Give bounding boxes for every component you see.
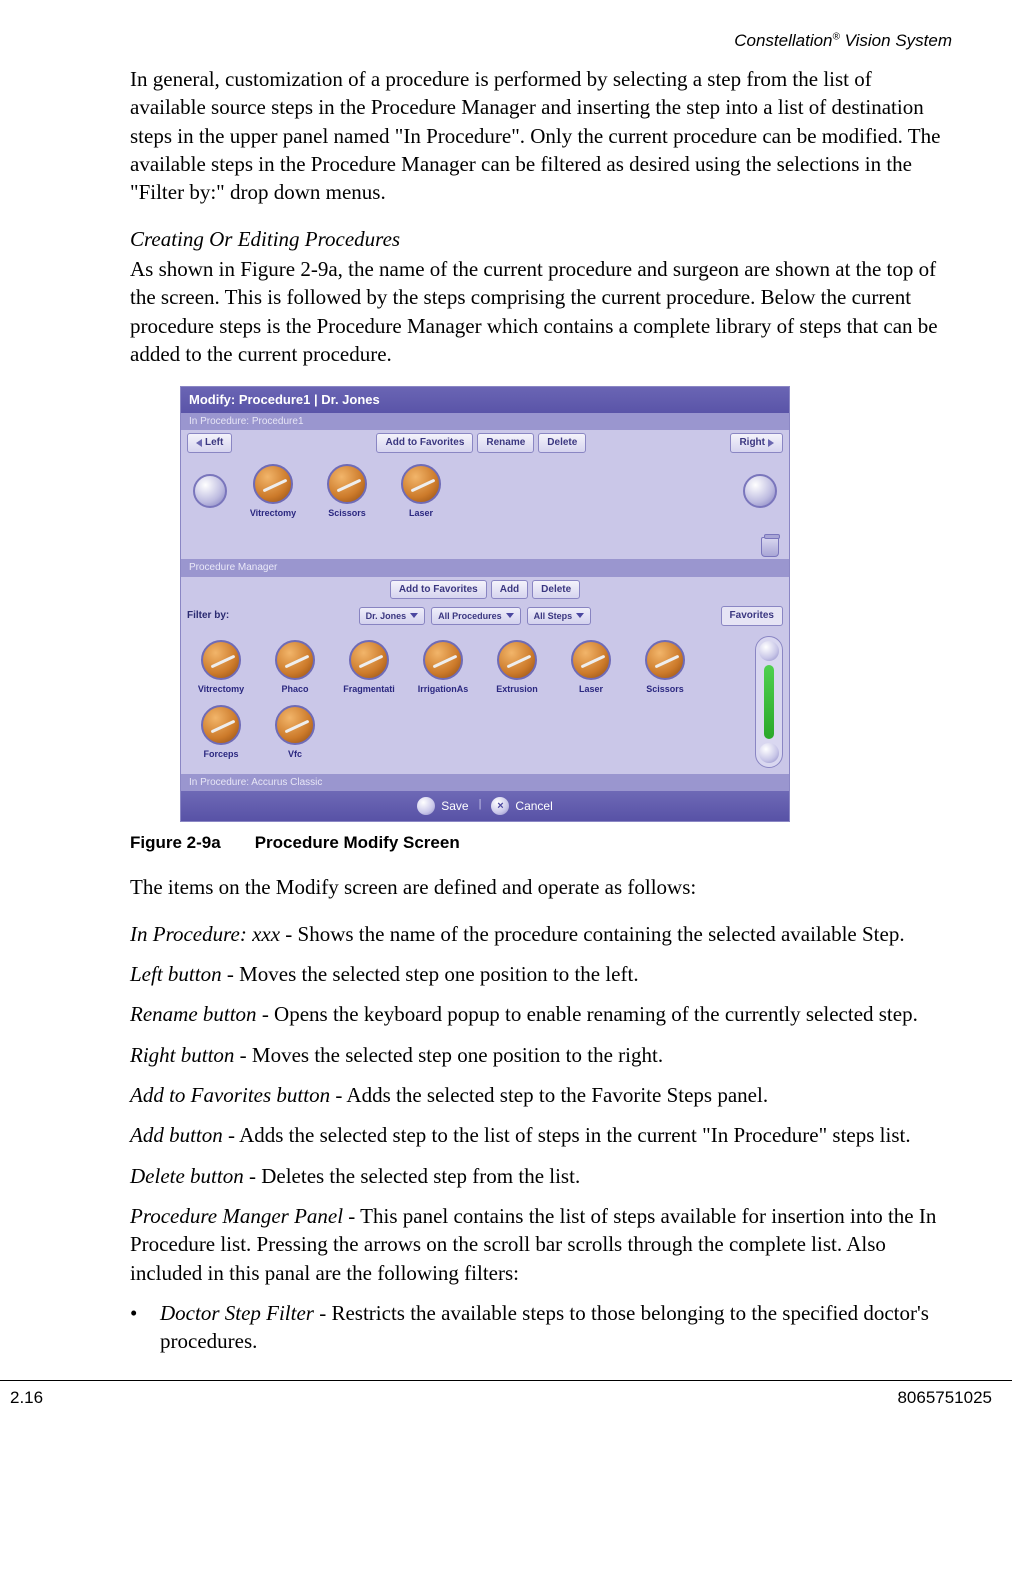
bullet-icon: •: [130, 1299, 160, 1356]
paragraph-2: As shown in Figure 2-9a, the name of the…: [130, 255, 942, 368]
def-left-button: Left button - Moves the selected step on…: [130, 960, 942, 988]
footer-right: 8065751025: [897, 1387, 992, 1410]
trash-icon[interactable]: [761, 537, 779, 557]
pm-step[interactable]: Phaco: [267, 640, 323, 695]
left-button[interactable]: Left: [187, 433, 232, 453]
chevron-down-icon: [506, 613, 514, 618]
save-icon: [417, 797, 435, 815]
filter-by-label: Filter by:: [187, 609, 229, 623]
pm-step[interactable]: Forceps: [193, 705, 249, 760]
step-icon: [497, 640, 537, 680]
step-icon: [253, 464, 293, 504]
pm-step[interactable]: Vfc: [267, 705, 323, 760]
step-icon: [201, 640, 241, 680]
right-button[interactable]: Right: [730, 433, 783, 453]
step-icon: [201, 705, 241, 745]
step-icon: [401, 464, 441, 504]
paragraph-3: The items on the Modify screen are defin…: [130, 873, 942, 901]
arrow-right-icon: [768, 439, 774, 447]
pm-delete-button[interactable]: Delete: [532, 580, 580, 600]
scroll-right-knob[interactable]: [743, 474, 777, 508]
product-suffix: Vision System: [840, 31, 952, 50]
filter-procedures-dropdown[interactable]: All Procedures: [431, 607, 521, 625]
delete-button[interactable]: Delete: [538, 433, 586, 453]
filter-row: Filter by: Dr. Jones All Procedures All …: [181, 602, 789, 630]
def-rename-button: Rename button - Opens the keyboard popup…: [130, 1000, 942, 1028]
step-vitrectomy[interactable]: Vitrectomy: [245, 464, 301, 519]
def-add-button: Add button - Adds the selected step to t…: [130, 1121, 942, 1149]
pm-step[interactable]: Extrusion: [489, 640, 545, 695]
in-procedure-toolbar: Left Add to Favorites Rename Delete Righ…: [181, 430, 789, 456]
figure-number: Figure 2-9a: [130, 833, 221, 852]
step-icon: [645, 640, 685, 680]
filter-doctor-dropdown[interactable]: Dr. Jones: [359, 607, 426, 625]
pm-steps-grid: Vitrectomy Phaco Fragmentati IrrigationA…: [181, 630, 749, 774]
pm-add-button[interactable]: Add: [491, 580, 528, 600]
pm-toolbar: Add to Favorites Add Delete: [181, 577, 789, 603]
step-icon: [275, 705, 315, 745]
subheading-creating: Creating Or Editing Procedures: [130, 225, 942, 253]
pm-step[interactable]: Fragmentati: [341, 640, 397, 695]
step-icon: [275, 640, 315, 680]
chevron-down-icon: [576, 613, 584, 618]
step-laser[interactable]: Laser: [393, 464, 449, 519]
pm-step[interactable]: Laser: [563, 640, 619, 695]
in-procedure-tab: In Procedure: Procedure1: [181, 413, 789, 431]
scroll-down-icon[interactable]: [759, 743, 779, 763]
step-icon: [571, 640, 611, 680]
scroll-left-knob[interactable]: [193, 474, 227, 508]
bottom-bar: Save | ×Cancel: [181, 791, 789, 821]
step-icon: [423, 640, 463, 680]
pm-add-to-favorites-button[interactable]: Add to Favorites: [390, 580, 487, 600]
def-right-button: Right button - Moves the selected step o…: [130, 1041, 942, 1069]
pm-body: Vitrectomy Phaco Fragmentati IrrigationA…: [181, 630, 789, 774]
step-scissors[interactable]: Scissors: [319, 464, 375, 519]
bullet-doctor-filter: • Doctor Step Filter - Restricts the ava…: [130, 1299, 942, 1356]
rename-button[interactable]: Rename: [477, 433, 534, 453]
pm-step[interactable]: Vitrectomy: [193, 640, 249, 695]
page-header: Constellation® Vision System: [60, 30, 952, 53]
arrow-left-icon: [196, 439, 202, 447]
figure-caption: Figure 2-9a Procedure Modify Screen: [130, 832, 942, 855]
favorites-button[interactable]: Favorites: [721, 606, 783, 626]
cancel-button[interactable]: ×Cancel: [491, 797, 552, 815]
def-delete-button: Delete button - Deletes the selected ste…: [130, 1162, 942, 1190]
in-procedure-steps: Vitrectomy Scissors Laser: [181, 456, 789, 533]
step-icon: [327, 464, 367, 504]
step-icon: [349, 640, 389, 680]
window-titlebar: Modify: Procedure1 | Dr. Jones: [181, 387, 789, 413]
procedure-manager-tab: Procedure Manager: [181, 559, 789, 577]
scroll-track[interactable]: [764, 665, 774, 739]
intro-paragraph: In general, customization of a procedure…: [130, 65, 942, 207]
add-to-favorites-button[interactable]: Add to Favorites: [376, 433, 473, 453]
pm-step[interactable]: IrrigationAs: [415, 640, 471, 695]
cancel-icon: ×: [491, 797, 509, 815]
product-name: Constellation: [734, 31, 832, 50]
pm-step[interactable]: Scissors: [637, 640, 693, 695]
figure-2-9a: Modify: Procedure1 | Dr. Jones In Proced…: [180, 386, 790, 822]
in-procedure-tab-2: In Procedure: Accurus Classic: [181, 774, 789, 792]
pm-scrollbar[interactable]: [755, 636, 783, 768]
chevron-down-icon: [410, 613, 418, 618]
page-footer: 2.16 8065751025: [0, 1380, 1012, 1410]
figure-title: Procedure Modify Screen: [255, 833, 460, 852]
save-button[interactable]: Save: [417, 797, 468, 815]
modify-screen: Modify: Procedure1 | Dr. Jones In Proced…: [180, 386, 790, 822]
footer-left: 2.16: [10, 1387, 43, 1410]
def-add-fav-button: Add to Favorites button - Adds the selec…: [130, 1081, 942, 1109]
def-in-procedure: In Procedure: xxx - Shows the name of th…: [130, 920, 942, 948]
scroll-up-icon[interactable]: [759, 641, 779, 661]
reg-mark: ®: [833, 31, 840, 42]
filter-steps-dropdown[interactable]: All Steps: [527, 607, 592, 625]
def-pm-panel: Procedure Manger Panel - This panel cont…: [130, 1202, 942, 1287]
